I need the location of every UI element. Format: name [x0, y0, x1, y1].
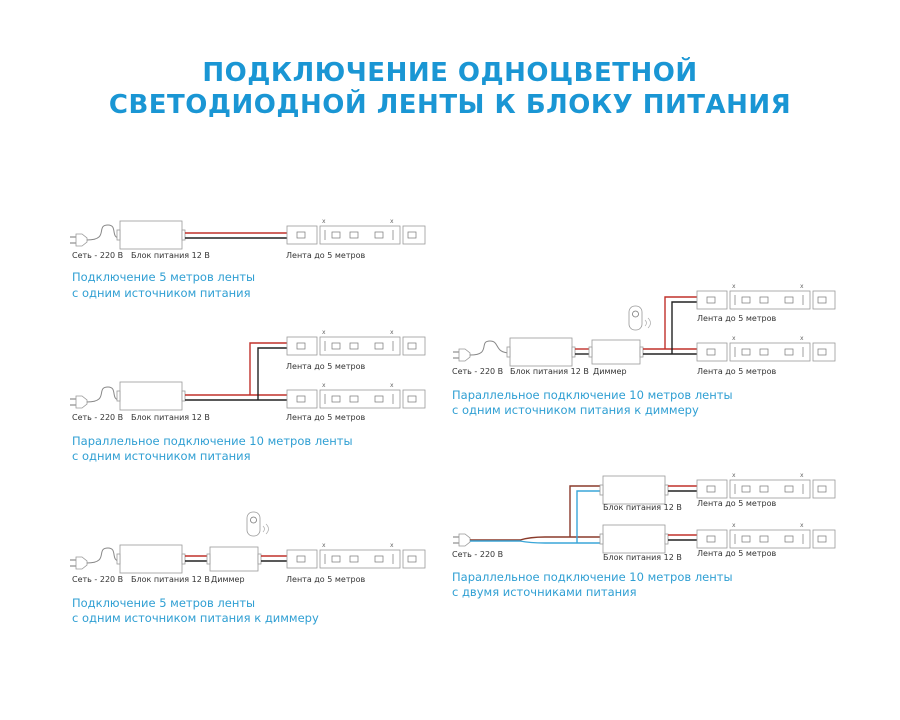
led-strip-icon	[696, 334, 836, 362]
power-supply-icon	[599, 475, 669, 505]
strip-label: Лента до 5 метров	[286, 362, 365, 371]
power-supply-icon	[506, 337, 576, 367]
led-strip-icon	[286, 328, 426, 356]
caption-line2: с двумя источниками питания	[452, 585, 637, 599]
plug-icon	[69, 556, 88, 570]
strip-label: Лента до 5 метров	[286, 575, 365, 584]
caption-line1: Параллельное подключение 10 метров ленты	[452, 570, 733, 584]
strip-label: Лента до 5 метров	[286, 413, 365, 422]
led-strip-icon	[696, 471, 836, 499]
led-strip-icon	[286, 381, 426, 409]
mains-label: Сеть - 220 В	[72, 251, 123, 260]
plug-icon	[452, 533, 471, 547]
led-strip-icon	[696, 521, 836, 549]
diagram-parallel-two-psu: Блок питания 12 В Лента до 5 метров Сеть…	[452, 471, 836, 599]
dimmer-icon	[588, 339, 644, 365]
led-strip-icon	[286, 217, 426, 245]
mains-label: Сеть - 220 В	[452, 367, 503, 376]
plug-icon	[69, 395, 88, 409]
caption-line2: с одним источником питания	[72, 286, 251, 300]
diagram-parallel-dimmer: Лента до 5 метров Сеть - 220 В Блок пита…	[452, 282, 836, 417]
psu-label: Блок питания 12 В	[510, 367, 589, 376]
dimmer-icon	[206, 546, 262, 572]
diagram-single-strip: Сеть - 220 В Блок питания 12 В Лента до …	[69, 217, 426, 300]
mains-label: Сеть - 220 В	[452, 550, 503, 559]
caption-line1: Подключение 5 метров ленты	[72, 596, 255, 610]
caption-line1: Параллельное подключение 10 метров ленты	[72, 434, 353, 448]
plug-icon	[69, 233, 88, 247]
strip-label: Лента до 5 метров	[697, 549, 776, 558]
psu-label: Блок питания 12 В	[131, 575, 210, 584]
caption-line1: Подключение 5 метров ленты	[72, 270, 255, 284]
psu-label: Блок питания 12 В	[131, 413, 210, 422]
power-supply-icon	[599, 524, 669, 554]
led-strip-icon	[286, 541, 426, 569]
power-supply-icon	[116, 544, 186, 574]
plug-icon	[452, 348, 471, 362]
psu-label: Блок питания 12 В	[603, 503, 682, 512]
strip-label: Лента до 5 метров	[697, 499, 776, 508]
strip-label: Лента до 5 метров	[697, 367, 776, 376]
caption-line2: с одним источником питания	[72, 449, 251, 463]
power-supply-icon	[116, 381, 186, 411]
remote-icon	[246, 511, 269, 537]
strip-label: Лента до 5 метров	[286, 251, 365, 260]
power-supply-icon	[116, 220, 186, 250]
caption-line2: с одним источником питания к диммеру	[72, 611, 319, 625]
dimmer-label: Диммер	[593, 367, 627, 376]
remote-icon	[628, 305, 651, 331]
dimmer-label: Диммер	[211, 575, 245, 584]
led-strip-icon	[696, 282, 836, 310]
strip-label: Лента до 5 метров	[697, 314, 776, 323]
mains-label: Сеть - 220 В	[72, 575, 123, 584]
psu-label: Блок питания 12 В	[603, 553, 682, 562]
caption-line2: с одним источником питания к диммеру	[452, 403, 699, 417]
caption-line1: Параллельное подключение 10 метров ленты	[452, 388, 733, 402]
page-title-line1: ПОДКЛЮЧЕНИЕ ОДНОЦВЕТНОЙ	[202, 58, 698, 88]
diagram-single-strip-dimmer: Сеть - 220 В Блок питания 12 В Диммер Ле…	[69, 511, 426, 625]
page-title-line2: СВЕТОДИОДНОЙ ЛЕНТЫ К БЛОКУ ПИТАНИЯ	[108, 90, 792, 120]
mains-label: Сеть - 220 В	[72, 413, 123, 422]
psu-label: Блок питания 12 В	[131, 251, 210, 260]
diagram-parallel-one-psu: Лента до 5 метров Сеть - 220 В Блок пита…	[69, 328, 426, 463]
